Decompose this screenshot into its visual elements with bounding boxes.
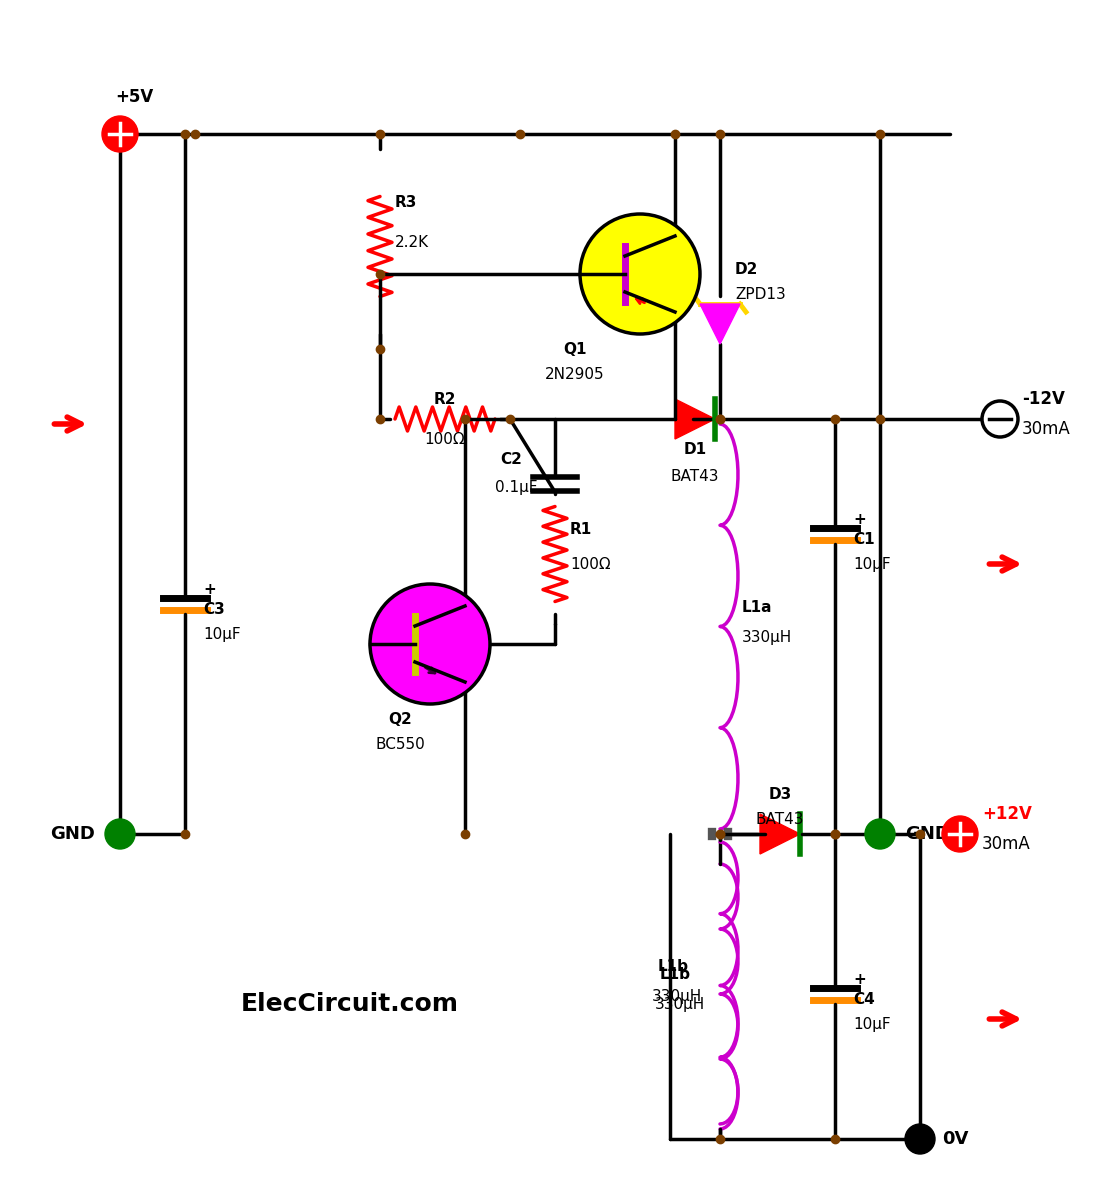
Text: +: + [203, 583, 215, 597]
Text: C2: C2 [500, 452, 522, 466]
Circle shape [865, 819, 895, 849]
Text: 330μH: 330μH [655, 997, 705, 1012]
Text: Q2: Q2 [388, 712, 412, 727]
Text: +: + [853, 511, 866, 527]
Circle shape [371, 584, 490, 704]
Text: Q1: Q1 [564, 342, 587, 358]
Text: L1b: L1b [658, 959, 689, 973]
Text: +12V: +12V [982, 805, 1032, 823]
Text: 2N2905: 2N2905 [546, 367, 605, 382]
Text: 2.2K: 2.2K [395, 234, 430, 250]
Text: -12V: -12V [1022, 390, 1065, 408]
Text: 10μF: 10μF [203, 628, 241, 642]
Text: L1a: L1a [742, 599, 772, 614]
Text: +5V: +5V [115, 88, 153, 107]
Text: D2: D2 [735, 262, 759, 277]
Text: GND: GND [905, 825, 950, 843]
Text: R2: R2 [434, 392, 456, 407]
Text: BAT43: BAT43 [671, 469, 719, 484]
Text: +: + [853, 972, 866, 987]
Text: 0.1μF: 0.1μF [496, 480, 538, 495]
Circle shape [905, 1124, 935, 1154]
Text: ElecCircuit.com: ElecCircuit.com [241, 992, 459, 1016]
Circle shape [105, 819, 135, 849]
Text: L1b: L1b [660, 967, 691, 982]
Text: R1: R1 [570, 522, 593, 538]
Circle shape [580, 214, 700, 334]
Text: R3: R3 [395, 194, 417, 210]
Text: GND: GND [50, 825, 95, 843]
Text: C3: C3 [203, 601, 224, 617]
Circle shape [982, 401, 1018, 437]
Circle shape [942, 816, 978, 852]
Text: ZPD13: ZPD13 [735, 287, 786, 302]
Text: BAT43: BAT43 [756, 812, 805, 826]
Polygon shape [700, 304, 740, 345]
Polygon shape [675, 399, 715, 439]
Text: C1: C1 [853, 532, 875, 547]
Text: D1: D1 [683, 442, 706, 457]
Text: 10μF: 10μF [853, 556, 891, 572]
Text: 330μH: 330μH [742, 630, 792, 644]
Text: 0V: 0V [942, 1130, 969, 1148]
Text: 100Ω: 100Ω [425, 432, 465, 448]
Text: C4: C4 [853, 992, 875, 1008]
Text: D3: D3 [769, 787, 791, 802]
Text: 30mA: 30mA [982, 835, 1031, 852]
Text: 30mA: 30mA [1022, 420, 1070, 438]
Text: BC550: BC550 [375, 736, 425, 752]
Circle shape [102, 116, 138, 152]
Polygon shape [760, 815, 800, 854]
Text: 10μF: 10μF [853, 1017, 891, 1032]
Text: 330μH: 330μH [652, 989, 702, 1004]
Text: 100Ω: 100Ω [570, 556, 610, 572]
